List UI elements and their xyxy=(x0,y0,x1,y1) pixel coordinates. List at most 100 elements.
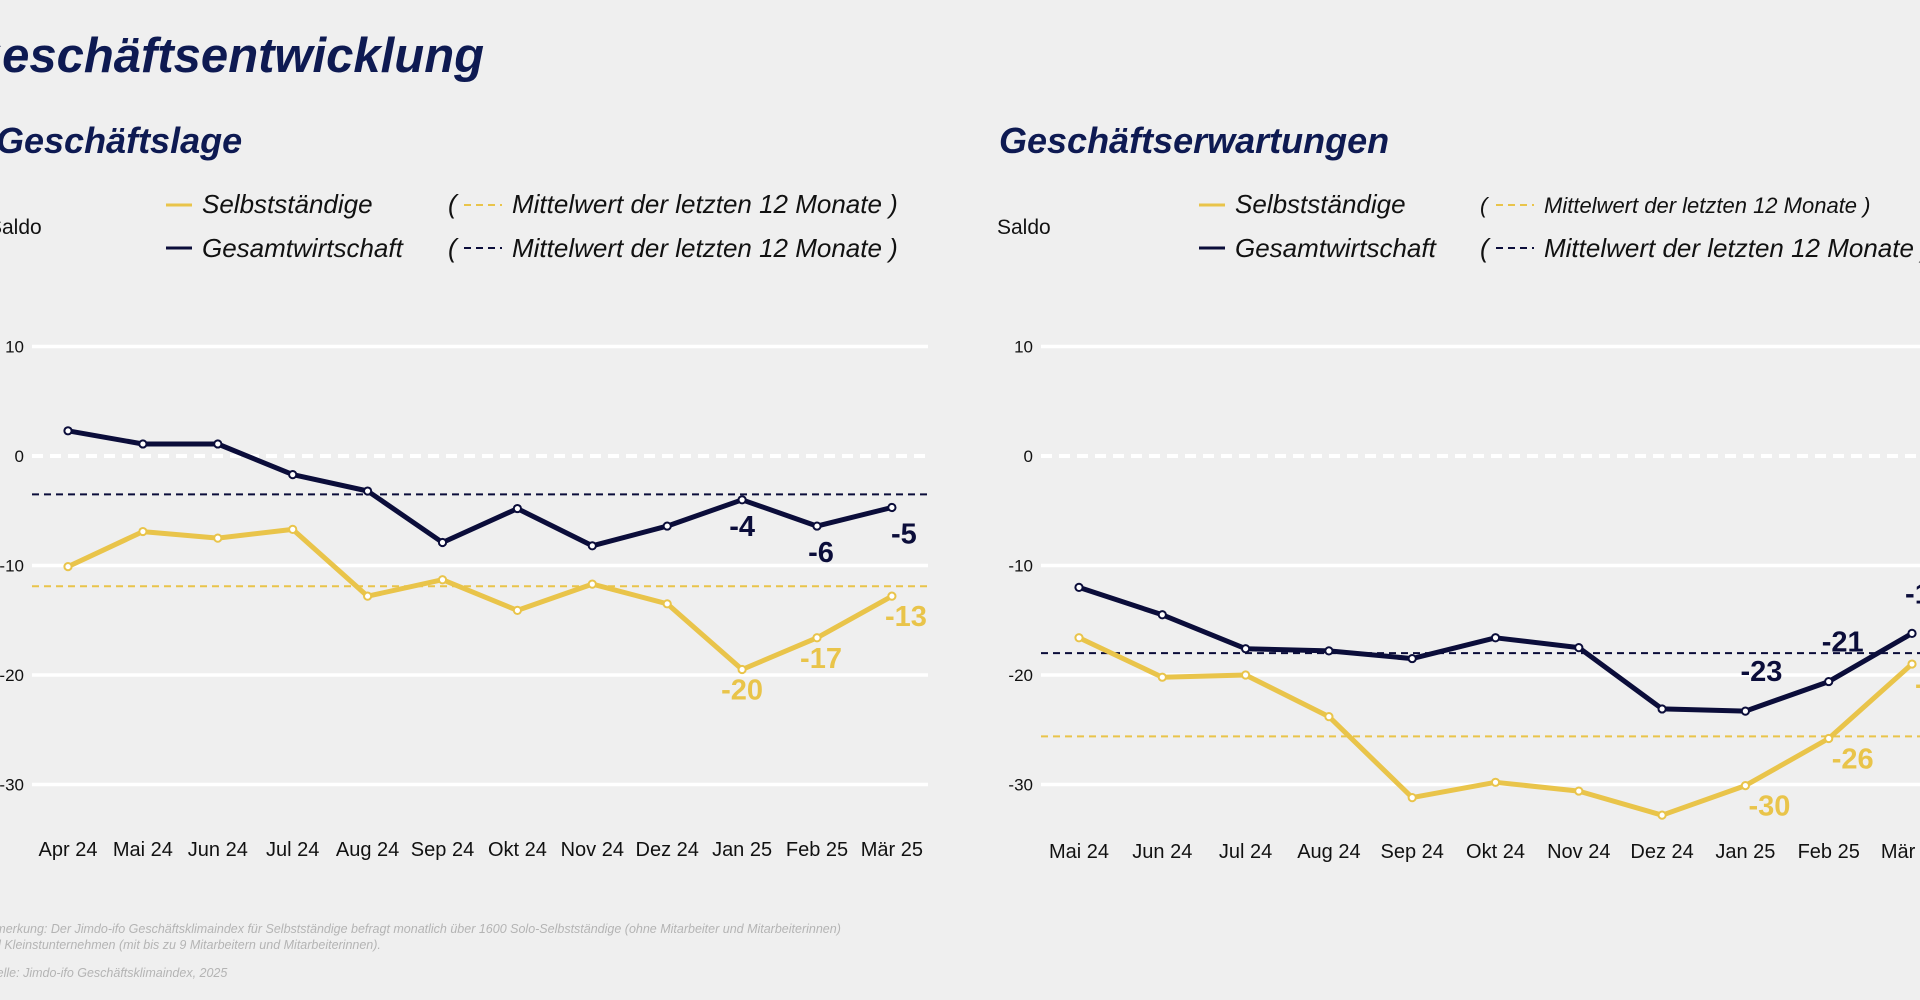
data-label: -20 xyxy=(721,675,763,707)
y-axis-label: Saldo xyxy=(997,216,1051,239)
data-point xyxy=(138,439,148,449)
data-point xyxy=(737,495,747,505)
data-label: -16 xyxy=(1905,578,1920,610)
legend-label-mean-gesamtwirtschaft: Mittelwert der letzten 12 Monate ) xyxy=(512,233,898,263)
x-tick-label: Mär 25 xyxy=(1881,841,1920,863)
data-point xyxy=(1490,777,1501,787)
data-point xyxy=(1740,706,1751,716)
data-point xyxy=(587,541,597,551)
data-point xyxy=(213,439,223,449)
x-tick-label: Mär 25 xyxy=(861,839,923,861)
x-tick-label: Okt 24 xyxy=(1466,841,1525,863)
chart-title: Geschäftslage xyxy=(0,120,242,161)
data-point xyxy=(1907,659,1917,669)
data-label: -5 xyxy=(891,518,917,550)
x-tick-label: Jan 25 xyxy=(712,839,772,861)
x-tick-label: Sep 24 xyxy=(411,839,474,861)
x-tick-label: Mai 24 xyxy=(1049,841,1109,863)
data-point xyxy=(662,521,672,531)
data-point xyxy=(437,575,448,585)
legend-label-mean-gesamtwirtschaft: Mittelwert der letzten 12 Monate ) xyxy=(1544,233,1920,263)
data-point xyxy=(63,561,73,572)
source-note: Quelle: Jimdo-ifo Geschäftsklimaindex, 2… xyxy=(0,966,228,980)
data-point xyxy=(363,591,373,601)
data-label: -4 xyxy=(729,511,755,543)
x-tick-label: Aug 24 xyxy=(1297,841,1360,863)
legend-paren-open-gesamt: ( xyxy=(448,233,459,263)
legend-label-selbststaendige: Selbstständige xyxy=(1235,189,1406,219)
x-tick-label: Okt 24 xyxy=(488,839,547,861)
chart-geschaeftserwartungen: Geschäftserwartungen Saldo Selbstständige G… xyxy=(997,120,1920,863)
data-point xyxy=(512,605,523,615)
data-point xyxy=(587,579,597,589)
legend-label-mean-selbststaendige: Mittelwert der letzten 12 Monate ) xyxy=(512,189,898,219)
data-point xyxy=(887,591,897,601)
data-point xyxy=(512,503,523,514)
data-point xyxy=(1324,712,1334,722)
data-point xyxy=(812,633,822,643)
data-point xyxy=(1407,653,1417,664)
legend-label-selbststaendige: Selbstständige xyxy=(202,189,373,219)
x-tick-label: Feb 25 xyxy=(786,839,848,861)
data-point xyxy=(1074,582,1084,593)
y-tick-label: 0 xyxy=(1024,447,1033,466)
x-tick-label: Jun 24 xyxy=(188,839,248,861)
legend-label-gesamtwirtschaft: Gesamtwirtschaft xyxy=(202,233,405,263)
x-tick-label: Jan 25 xyxy=(1715,841,1775,863)
y-tick-label: -20 xyxy=(0,666,24,685)
data-point xyxy=(63,426,73,436)
data-label: -23 xyxy=(1740,656,1782,688)
data-label: -17 xyxy=(800,643,842,675)
x-tick-label: Mai 24 xyxy=(113,839,173,861)
series-line-gesamtwirtschaft xyxy=(65,428,895,549)
data-label: -6 xyxy=(808,537,834,569)
data-point xyxy=(1074,633,1084,643)
y-tick-label: -10 xyxy=(1008,557,1033,576)
data-point xyxy=(662,599,672,609)
data-point xyxy=(1824,676,1834,687)
x-tick-label: Jun 24 xyxy=(1132,841,1192,863)
x-tick-label: Aug 24 xyxy=(336,839,399,861)
data-point xyxy=(1241,644,1251,654)
data-point xyxy=(138,526,148,537)
y-tick-label: -30 xyxy=(1008,776,1033,795)
data-point xyxy=(1157,610,1167,620)
data-point xyxy=(1824,733,1834,744)
data-point xyxy=(1657,704,1667,714)
data-point xyxy=(288,470,298,480)
data-point xyxy=(213,533,223,543)
data-point xyxy=(288,524,298,534)
chart-title: Geschäftserwartungen xyxy=(999,120,1389,161)
x-tick-label: Dez 24 xyxy=(636,839,699,861)
data-point xyxy=(1740,780,1751,791)
page-title: Geschäftsentwicklung xyxy=(0,29,485,83)
data-label: -30 xyxy=(1748,791,1790,823)
y-tick-label: 10 xyxy=(1014,338,1033,357)
x-tick-label: Nov 24 xyxy=(561,839,624,861)
data-point xyxy=(1657,810,1667,820)
data-point xyxy=(737,664,747,675)
y-tick-label: -30 xyxy=(0,776,24,795)
x-tick-label: Apr 24 xyxy=(39,839,98,861)
x-tick-label: Feb 25 xyxy=(1798,841,1860,863)
x-tick-label: Jul 24 xyxy=(266,839,319,861)
data-point xyxy=(812,521,822,531)
series-line-selbststaendige xyxy=(1076,635,1915,818)
y-tick-label: -10 xyxy=(0,557,24,576)
series-line-selbststaendige xyxy=(65,526,895,672)
data-point xyxy=(1574,786,1584,796)
data-label: -19 xyxy=(1915,669,1920,701)
legend-paren-open-gesamt: ( xyxy=(1480,233,1491,263)
data-point xyxy=(887,502,897,513)
x-tick-label: Dez 24 xyxy=(1630,841,1693,863)
data-label: -21 xyxy=(1822,627,1864,659)
x-tick-label: Nov 24 xyxy=(1547,841,1610,863)
data-point xyxy=(1324,646,1334,656)
data-point xyxy=(1574,643,1584,653)
footnote-line-2: und Kleinstunternehmen (mit bis zu 9 Mit… xyxy=(0,938,381,952)
legend-label-mean-selbststaendige: Mittelwert der letzten 12 Monate ) xyxy=(1544,193,1870,218)
data-point xyxy=(1407,793,1417,803)
x-tick-label: Jul 24 xyxy=(1219,841,1272,863)
data-point xyxy=(1241,670,1251,680)
x-tick-label: Sep 24 xyxy=(1381,841,1444,863)
